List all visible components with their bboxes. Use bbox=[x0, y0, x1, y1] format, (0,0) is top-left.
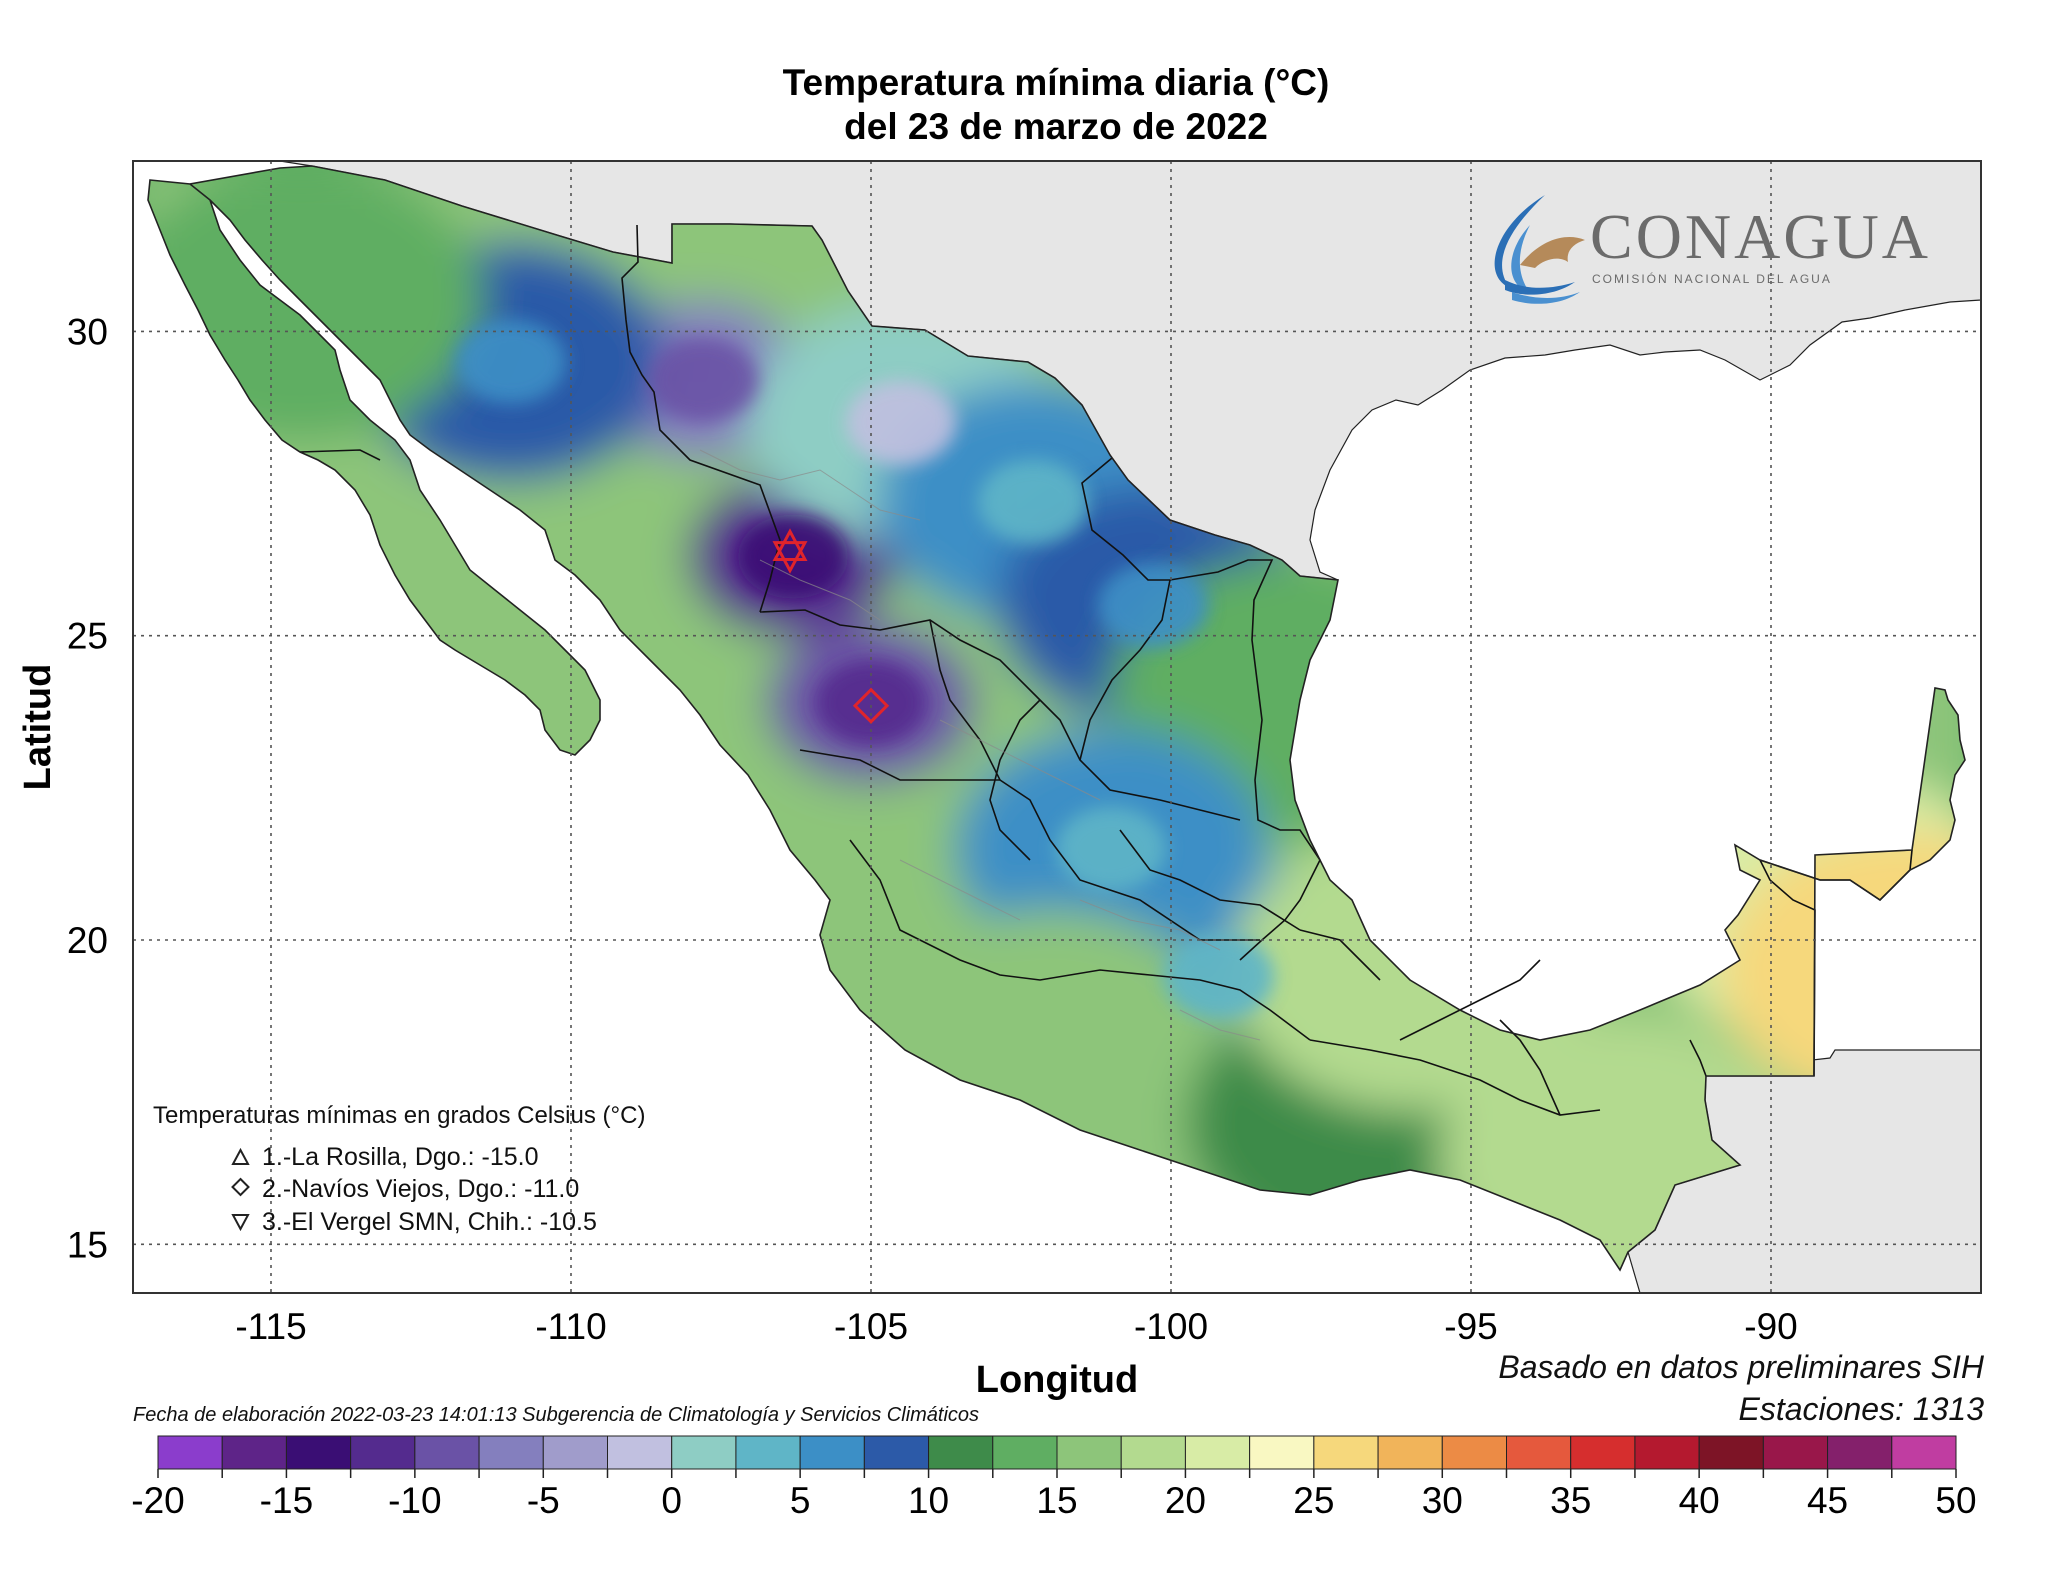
y-tick-label: 20 bbox=[67, 920, 108, 961]
colorbar-swatch bbox=[414, 1435, 480, 1470]
colorbar-swatch bbox=[1249, 1435, 1315, 1470]
colorbar-swatch bbox=[671, 1435, 737, 1470]
map-title-line2: del 23 de marzo de 2022 bbox=[844, 106, 1268, 147]
colorbar bbox=[157, 1435, 1957, 1478]
x-tick-label: -115 bbox=[235, 1306, 306, 1347]
legend-item-1-text: 1.-La Rosilla, Dgo.: -15.0 bbox=[262, 1143, 539, 1171]
colorbar-label: -15 bbox=[260, 1480, 313, 1521]
colorbar-swatch bbox=[1506, 1435, 1572, 1470]
conagua-emblem-icon bbox=[1494, 195, 1585, 304]
colorbar-swatch bbox=[1441, 1435, 1508, 1470]
colorbar-labels: -20 -15 -10 -5 0 5 10 15 20 25 30 35 40 45 50 bbox=[131, 1480, 1976, 1521]
colorbar-label: 15 bbox=[1036, 1480, 1077, 1521]
logo-subtitle: COMISIÓN NACIONAL DEL AGUA bbox=[1592, 271, 1832, 286]
colorbar-swatch bbox=[1313, 1435, 1379, 1470]
x-axis-ticks: -115 -110 -105 -100 -95 -90 bbox=[235, 1306, 1797, 1347]
colorbar-swatch bbox=[735, 1435, 801, 1470]
colorbar-label: 10 bbox=[908, 1480, 949, 1521]
source-text: Basado en datos preliminares SIH bbox=[1498, 1349, 1984, 1385]
colorbar-swatch bbox=[928, 1435, 994, 1470]
station-legend: Temperaturas mínimas en grados Celsius (… bbox=[153, 1102, 645, 1236]
y-tick-label: 15 bbox=[67, 1224, 108, 1265]
temperature-core bbox=[1098, 563, 1208, 648]
legend-item-1: 1.-La Rosilla, Dgo.: -15.0 bbox=[231, 1143, 539, 1171]
temperature-core bbox=[978, 459, 1088, 544]
colorbar-swatch bbox=[1762, 1435, 1829, 1470]
colorbar-swatch bbox=[478, 1435, 544, 1470]
y-axis-label: Latitud bbox=[17, 664, 59, 791]
station-marker-triangle-up-icon bbox=[772, 528, 808, 561]
colorbar-label: 35 bbox=[1550, 1480, 1591, 1521]
station-markers bbox=[772, 528, 890, 724]
colorbar-label: 20 bbox=[1165, 1480, 1206, 1521]
colorbar-label: 5 bbox=[790, 1480, 811, 1521]
colorbar-label: -10 bbox=[388, 1480, 441, 1521]
temperature-core bbox=[738, 514, 848, 599]
colorbar-swatch bbox=[992, 1435, 1058, 1470]
triangle-up-icon bbox=[231, 1147, 250, 1165]
colorbar-swatch bbox=[221, 1435, 287, 1470]
colorbar-swatch bbox=[863, 1435, 930, 1470]
legend-item-3-text: 3.-El Vergel SMN, Chih.: -10.5 bbox=[262, 1208, 597, 1236]
station-marker-triangle-down-icon bbox=[772, 541, 808, 574]
colorbar-swatch bbox=[542, 1435, 608, 1470]
colorbar-label: 25 bbox=[1293, 1480, 1334, 1521]
legend-item-2-text: 2.-Navíos Viejos, Dgo.: -11.0 bbox=[262, 1175, 579, 1203]
triangle-down-icon bbox=[231, 1214, 250, 1232]
colorbar-swatch bbox=[1377, 1435, 1443, 1470]
colorbar-swatch bbox=[1184, 1435, 1251, 1470]
temperature-core bbox=[846, 380, 956, 465]
colorbar-swatch bbox=[157, 1435, 223, 1470]
colorbar-label: 50 bbox=[1935, 1480, 1976, 1521]
colorbar-label: 0 bbox=[661, 1480, 682, 1521]
colorbar-swatch bbox=[1570, 1435, 1636, 1470]
y-tick-label: 25 bbox=[67, 616, 108, 657]
colorbar-swatch bbox=[1634, 1435, 1700, 1470]
colorbar-swatch bbox=[1120, 1435, 1186, 1470]
station-marker-diamond-icon bbox=[852, 687, 890, 724]
colorbar-swatch bbox=[285, 1435, 352, 1470]
colorbar-swatch bbox=[1698, 1435, 1764, 1470]
temperature-core bbox=[1056, 806, 1166, 891]
colorbar-label: 40 bbox=[1679, 1480, 1720, 1521]
diamond-icon bbox=[231, 1177, 250, 1197]
legend-title: Temperaturas mínimas en grados Celsius (… bbox=[153, 1102, 645, 1129]
x-tick-label: -100 bbox=[1134, 1306, 1208, 1347]
colorbar-label: -20 bbox=[131, 1480, 184, 1521]
temperature-core bbox=[1164, 934, 1274, 1019]
map-title-line1: Temperatura mínima diaria (°C) bbox=[782, 62, 1330, 103]
coastline bbox=[147, 165, 1966, 1272]
colorbar-label: 30 bbox=[1422, 1480, 1463, 1521]
colorbar-label: 45 bbox=[1807, 1480, 1848, 1521]
colorbar-swatch bbox=[1827, 1435, 1893, 1470]
legend-item-3: 3.-El Vergel SMN, Chih.: -10.5 bbox=[231, 1208, 597, 1236]
y-axis-ticks: 30 25 20 15 bbox=[67, 311, 108, 1265]
credit-text: Fecha de elaboración 2022-03-23 14:01:13… bbox=[133, 1404, 979, 1426]
colorbar-swatch bbox=[607, 1435, 673, 1470]
map-border bbox=[132, 160, 1982, 1294]
x-axis-label: Longitud bbox=[976, 1359, 1138, 1401]
x-tick-label: -110 bbox=[535, 1306, 606, 1347]
x-tick-label: -95 bbox=[1444, 1306, 1497, 1347]
temperature-core bbox=[816, 660, 926, 745]
temperature-core bbox=[648, 338, 758, 423]
colorbar-label: -5 bbox=[527, 1480, 560, 1521]
colorbar-swatch bbox=[1891, 1435, 1957, 1470]
legend-item-2: 2.-Navíos Viejos, Dgo.: -11.0 bbox=[231, 1175, 579, 1203]
temperature-core bbox=[456, 319, 566, 404]
x-tick-label: -105 bbox=[834, 1306, 908, 1347]
y-tick-label: 30 bbox=[67, 311, 108, 352]
colorbar-swatch bbox=[350, 1435, 416, 1470]
x-tick-label: -90 bbox=[1744, 1306, 1797, 1347]
conagua-logo: CONAGUA COMISIÓN NACIONAL DEL AGUA bbox=[1494, 195, 1931, 304]
stations-count: Estaciones: 1313 bbox=[1739, 1391, 1985, 1427]
colorbar-swatch bbox=[1056, 1435, 1122, 1470]
colorbar-swatch bbox=[799, 1435, 865, 1470]
logo-wordmark: CONAGUA bbox=[1590, 201, 1931, 272]
